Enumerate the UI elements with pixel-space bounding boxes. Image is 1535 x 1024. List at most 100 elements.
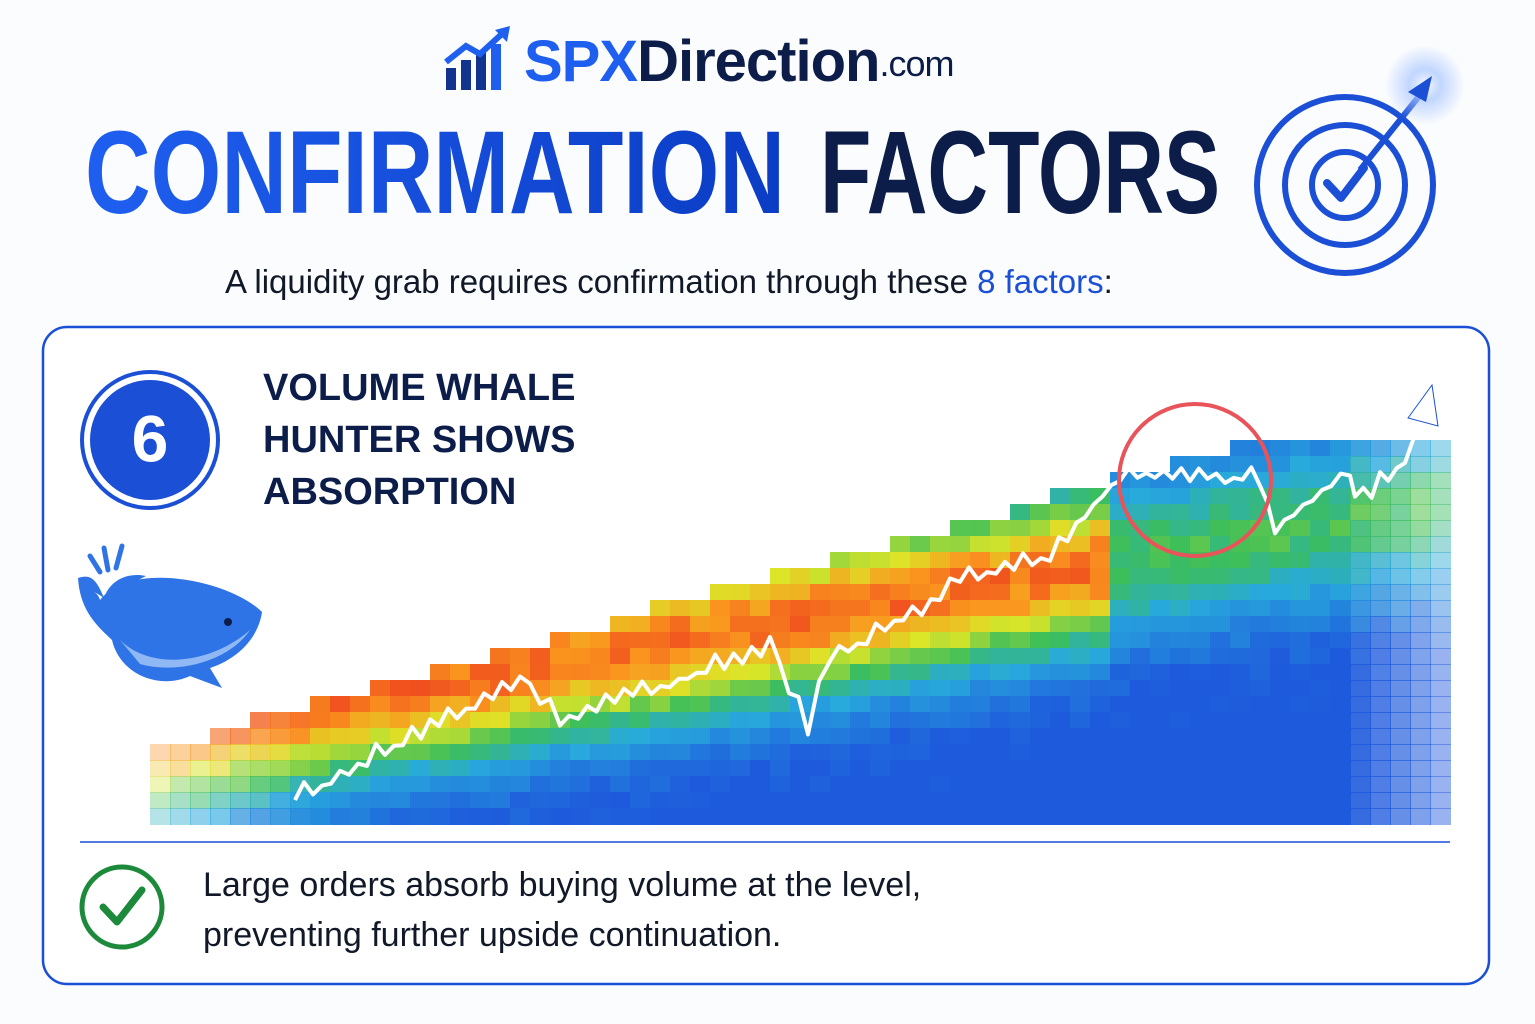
- heat-cell: [1330, 456, 1351, 473]
- heat-cell: [830, 728, 851, 745]
- heat-cell: [1270, 696, 1291, 713]
- heat-cell: [1130, 680, 1151, 697]
- heat-cell: [830, 808, 851, 825]
- heat-cell: [1090, 504, 1111, 521]
- heat-cell: [1230, 584, 1251, 601]
- heat-cell: [1070, 488, 1091, 505]
- heat-cell: [570, 632, 591, 649]
- heat-cell: [1190, 632, 1211, 649]
- heat-cell: [1110, 808, 1131, 825]
- heat-cell: [1430, 712, 1451, 729]
- heat-cell: [1410, 616, 1431, 633]
- heat-cell: [310, 696, 331, 713]
- heat-cell: [350, 744, 371, 761]
- heat-cell: [1310, 568, 1331, 585]
- heat-cell: [1250, 600, 1271, 617]
- heat-cell: [1110, 632, 1131, 649]
- heat-cell: [1130, 584, 1151, 601]
- heat-cell: [1290, 664, 1311, 681]
- heat-cell: [1070, 808, 1091, 825]
- heat-cell: [970, 792, 991, 809]
- heat-cell: [1290, 536, 1311, 553]
- heat-cell: [1110, 648, 1131, 665]
- heat-cell: [1310, 792, 1331, 809]
- heat-cell: [1110, 728, 1131, 745]
- heat-cell: [1330, 504, 1351, 521]
- heat-cell: [930, 776, 951, 793]
- heat-cell: [950, 584, 971, 601]
- heat-cell: [750, 776, 771, 793]
- heat-cell: [910, 552, 931, 569]
- heat-cell: [710, 632, 731, 649]
- heat-cell: [850, 792, 871, 809]
- heat-cell: [970, 776, 991, 793]
- heat-cell: [1270, 568, 1291, 585]
- heat-cell: [610, 776, 631, 793]
- subtitle-end: :: [1104, 263, 1113, 300]
- heat-cell: [550, 792, 571, 809]
- heat-cell: [490, 776, 511, 793]
- heat-cell: [1210, 680, 1231, 697]
- heat-cell: [1410, 584, 1431, 601]
- heat-cell: [150, 808, 171, 825]
- heat-cell: [1110, 520, 1131, 537]
- heat-cell: [550, 808, 571, 825]
- heat-cell: [550, 648, 571, 665]
- heat-cell: [1190, 808, 1211, 825]
- heat-cell: [950, 680, 971, 697]
- heat-cell: [490, 792, 511, 809]
- heat-cell: [1290, 440, 1311, 457]
- heat-cell: [1250, 616, 1271, 633]
- heat-cell: [1430, 776, 1451, 793]
- heat-cell: [470, 712, 491, 729]
- heat-cell: [1370, 760, 1391, 777]
- heat-cell: [870, 792, 891, 809]
- heat-cell: [650, 728, 671, 745]
- heat-cell: [930, 600, 951, 617]
- heat-cell: [1190, 536, 1211, 553]
- heat-cell: [1030, 792, 1051, 809]
- heat-cell: [510, 712, 531, 729]
- heat-cell: [990, 584, 1011, 601]
- heat-cell: [1250, 696, 1271, 713]
- heat-cell: [570, 664, 591, 681]
- subtitle: A liquidity grab requires confirmation t…: [225, 263, 1113, 300]
- heat-cell: [1270, 504, 1291, 521]
- heat-cell: [950, 776, 971, 793]
- heat-cell: [530, 808, 551, 825]
- heat-cell: [1250, 808, 1271, 825]
- heat-cell: [1330, 696, 1351, 713]
- heat-cell: [350, 808, 371, 825]
- heat-cell: [1310, 520, 1331, 537]
- heat-cell: [1210, 696, 1231, 713]
- heat-cell: [1150, 696, 1171, 713]
- heat-cell: [1150, 808, 1171, 825]
- heat-cell: [1410, 520, 1431, 537]
- heat-cell: [1430, 552, 1451, 569]
- heat-cell: [990, 760, 1011, 777]
- heat-cell: [1290, 792, 1311, 809]
- heat-cell: [650, 616, 671, 633]
- heat-cell: [370, 728, 391, 745]
- heat-cell: [1130, 600, 1151, 617]
- heat-cell: [1090, 760, 1111, 777]
- heat-cell: [1370, 456, 1391, 473]
- heat-cell: [1330, 760, 1351, 777]
- heat-cell: [1230, 776, 1251, 793]
- heat-cell: [990, 632, 1011, 649]
- heat-cell: [1030, 696, 1051, 713]
- heat-cell: [770, 712, 791, 729]
- heat-cell: [830, 776, 851, 793]
- heat-cell: [1350, 792, 1371, 809]
- heat-cell: [1010, 504, 1031, 521]
- heat-cell: [1290, 472, 1311, 489]
- heat-cell: [990, 744, 1011, 761]
- heat-cell: [1030, 664, 1051, 681]
- heat-cell: [410, 792, 431, 809]
- heat-cell: [910, 776, 931, 793]
- heat-cell: [1430, 568, 1451, 585]
- heat-cell: [1350, 648, 1371, 665]
- heat-cell: [710, 600, 731, 617]
- heat-cell: [730, 600, 751, 617]
- heat-cell: [1330, 584, 1351, 601]
